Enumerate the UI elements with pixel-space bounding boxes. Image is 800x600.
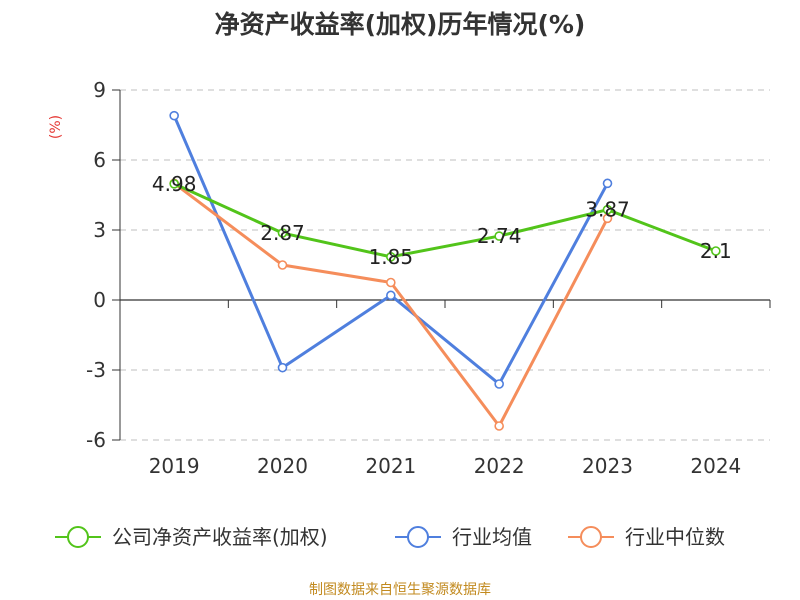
x-tick-label: 2021 xyxy=(365,454,416,478)
source-note: 制图数据来自恒生聚源数据库 xyxy=(309,582,491,598)
data-point xyxy=(386,290,396,301)
data-label: 2.87 xyxy=(260,221,305,245)
y-tick-label: 0 xyxy=(93,288,106,312)
data-point xyxy=(602,178,613,189)
legend-label: 公司净资产收益率(加权) xyxy=(112,525,328,549)
x-tick-label: 2020 xyxy=(257,454,308,478)
legend-swatch-circle xyxy=(580,526,602,548)
legend-swatch-circle xyxy=(67,526,89,548)
y-tick-label: -3 xyxy=(86,358,106,382)
data-point xyxy=(277,362,288,373)
data-point xyxy=(277,260,288,270)
series-line xyxy=(173,182,717,259)
data-point xyxy=(494,421,504,431)
x-tick-label: 2024 xyxy=(690,454,741,478)
data-point xyxy=(602,204,613,215)
x-tick-label: 2019 xyxy=(149,454,200,478)
series-layer xyxy=(169,110,721,431)
x-tick-label: 2023 xyxy=(582,454,633,478)
y-tick-label: 6 xyxy=(93,148,106,172)
legend-item: 行业均值 xyxy=(395,525,532,549)
data-point xyxy=(169,110,179,121)
y-tick-label: 3 xyxy=(93,218,106,242)
data-point xyxy=(386,277,396,288)
data-label: 1.85 xyxy=(369,245,414,269)
data-point xyxy=(169,179,179,189)
data-label: 4.98 xyxy=(152,172,197,196)
series-2 xyxy=(169,178,613,431)
y-tick-label: -6 xyxy=(86,428,106,452)
chart-title: 净资产收益率(加权)历年情况(%) xyxy=(215,10,586,39)
legend-label: 行业中位数 xyxy=(625,525,725,549)
data-point xyxy=(494,379,504,389)
data-point xyxy=(386,252,396,262)
series-1 xyxy=(169,110,613,389)
legend-item: 公司净资产收益率(加权) xyxy=(55,525,328,549)
legend-item: 行业中位数 xyxy=(568,525,725,549)
data-point xyxy=(277,228,288,238)
y-tick-label: 9 xyxy=(93,78,106,102)
data-point xyxy=(711,246,721,256)
data-label: 2.1 xyxy=(700,239,732,263)
data-label: 3.87 xyxy=(585,198,630,222)
legend-label: 行业均值 xyxy=(452,525,532,549)
axes: 9 6 3 0 -3 -6 2019 2020 2021 2022 2023 2024 xyxy=(86,78,771,478)
legend-swatch-circle xyxy=(407,526,429,548)
grid-lines xyxy=(120,89,770,441)
data-point xyxy=(494,231,504,241)
y-axis-unit: (%) xyxy=(48,115,64,139)
data-labels: 4.98 2.87 1.85 2.74 3.87 2.1 xyxy=(152,172,732,269)
legend: 公司净资产收益率(加权) 行业均值 行业中位数 xyxy=(55,525,725,549)
series-0 xyxy=(169,179,721,262)
x-tick-label: 2022 xyxy=(474,454,525,478)
data-label: 2.74 xyxy=(477,224,522,248)
